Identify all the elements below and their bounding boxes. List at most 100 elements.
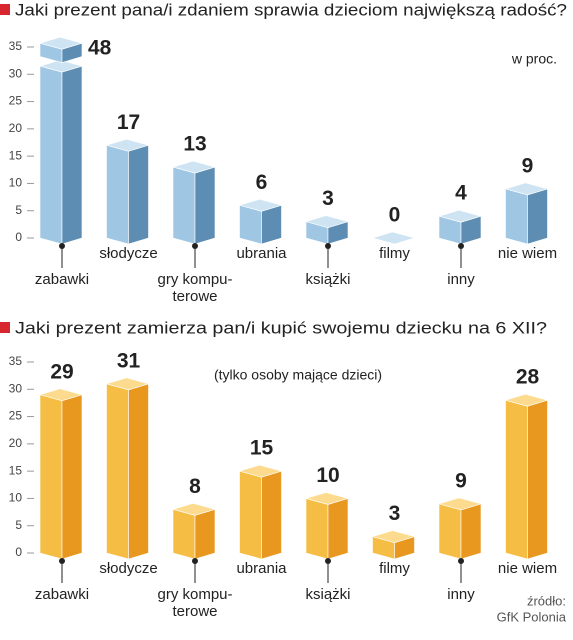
- x-tick-label-line: gry kompu-: [157, 271, 232, 288]
- bar-front: [239, 204, 262, 245]
- note: (tylko osoby mające dzieci): [214, 367, 382, 383]
- value-label: 4: [455, 182, 467, 205]
- x-tick-label: inny: [447, 586, 475, 603]
- bar: [304, 215, 350, 245]
- bar-top: [38, 36, 84, 50]
- value-label: 48: [88, 36, 112, 59]
- bar-side: [128, 383, 149, 560]
- label-dot: [325, 243, 331, 249]
- x-tick-label-line: nie wiem: [498, 560, 557, 577]
- x-tick-label: filmy: [379, 245, 410, 262]
- bar-front: [106, 144, 129, 245]
- bar-front: [106, 383, 129, 560]
- title-marker: [0, 322, 10, 333]
- bar-top: [38, 59, 84, 73]
- bar-front: [39, 394, 63, 560]
- value-label: 15: [250, 437, 274, 460]
- bar-top: [38, 388, 84, 402]
- x-tick-label-line: książki: [305, 271, 350, 288]
- x-tick-label-line: ubrania: [236, 245, 287, 262]
- bar-top: [437, 209, 483, 223]
- x-tick-label: książki: [305, 271, 350, 288]
- bar-top: [238, 464, 283, 478]
- bar-front: [172, 508, 196, 560]
- bar-front: [505, 188, 528, 245]
- y-tick-label: 10: [9, 176, 23, 190]
- x-tick-label-line: słodycze: [99, 245, 157, 262]
- y-tick-label: 15: [9, 148, 23, 162]
- bar: [304, 492, 350, 560]
- y-tick-label: 5: [15, 203, 22, 217]
- bar-front: [172, 166, 196, 245]
- bar-side: [261, 204, 282, 245]
- bar: [171, 503, 217, 560]
- x-tick-label: nie wiem: [498, 245, 557, 262]
- bar-top: [105, 377, 150, 391]
- bar-side: [194, 166, 216, 245]
- chart-title: Jaki prezent pana/i zdaniem sprawia dzie…: [15, 0, 567, 19]
- value-label: 0: [389, 204, 401, 227]
- y-tick-label: 30: [9, 381, 23, 395]
- x-tick-label: słodycze: [99, 560, 157, 577]
- bar: [504, 393, 549, 560]
- x-tick-label-line: inny: [447, 586, 475, 603]
- label-dot: [458, 243, 464, 249]
- bar-side: [194, 508, 216, 560]
- bar-front: [438, 503, 462, 560]
- source: źródło:: [527, 593, 566, 608]
- x-tick-label-line: inny: [447, 271, 475, 288]
- bar-top: [504, 182, 549, 196]
- y-tick-label: 25: [9, 94, 23, 108]
- bar-front: [305, 498, 329, 560]
- value-label: 29: [50, 360, 73, 383]
- title-marker: [0, 4, 10, 15]
- x-tick-label: zabawki: [35, 586, 89, 603]
- value-label: 10: [316, 464, 339, 487]
- x-tick-label: gry kompu-terowe: [157, 586, 232, 620]
- bar: [371, 530, 416, 560]
- x-tick-label: książki: [305, 586, 350, 603]
- x-tick-label-line: książki: [305, 586, 350, 603]
- bar: [171, 160, 217, 245]
- bar-side: [128, 144, 149, 245]
- y-tick-label: 25: [9, 409, 23, 423]
- bar: [38, 59, 84, 245]
- value-label: 9: [522, 154, 534, 177]
- bar: [238, 198, 283, 245]
- bar-top: [304, 215, 350, 228]
- bar-top: [304, 492, 350, 505]
- label-dot: [192, 243, 198, 249]
- x-tick-label-line: zabawki: [35, 271, 89, 288]
- bar-side: [261, 470, 282, 560]
- value-label: 31: [117, 349, 141, 372]
- x-tick-label: filmy: [379, 560, 410, 577]
- bar-top: [171, 160, 217, 174]
- bar: [105, 377, 150, 560]
- bar-cap: [38, 36, 84, 63]
- x-tick-label-line: nie wiem: [498, 245, 557, 262]
- x-tick-label-line: terowe: [172, 603, 217, 620]
- y-tick-label: 0: [15, 230, 22, 244]
- bar-top: [171, 503, 217, 516]
- value-label: 3: [389, 502, 401, 525]
- x-tick-label: gry kompu-terowe: [157, 271, 232, 305]
- bar-front: [505, 399, 528, 560]
- bar-side: [527, 399, 548, 560]
- y-tick-label: 20: [9, 436, 23, 450]
- x-tick-label-line: ubrania: [236, 560, 287, 577]
- y-tick-label: 0: [15, 545, 22, 559]
- value-label: 17: [117, 111, 140, 134]
- bar-side: [527, 188, 548, 245]
- x-tick-label: ubrania: [236, 245, 287, 262]
- y-tick-label: 10: [9, 491, 23, 505]
- bar-front: [39, 65, 63, 245]
- y-tick-label: 15: [9, 463, 23, 477]
- bar-side: [327, 498, 349, 560]
- x-tick-label: słodycze: [99, 245, 157, 262]
- x-tick-label: zabawki: [35, 271, 89, 288]
- label-dot: [59, 558, 65, 564]
- label-dot: [458, 558, 464, 564]
- y-tick-label: 5: [15, 518, 22, 532]
- bar: [238, 464, 283, 560]
